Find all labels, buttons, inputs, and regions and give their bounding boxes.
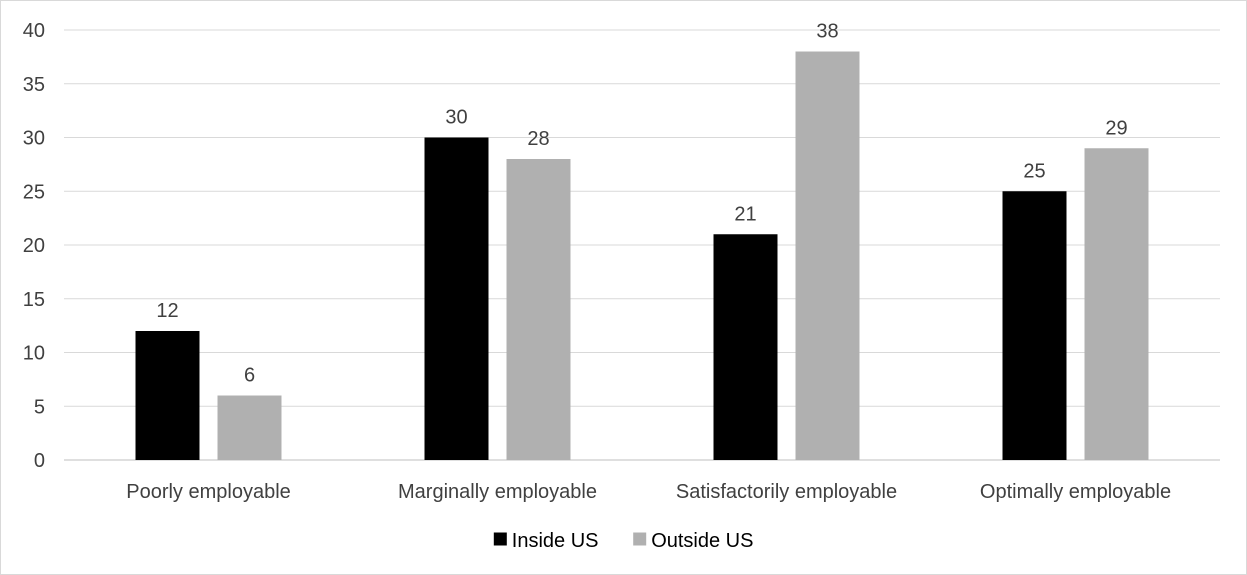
data-label: 25	[1023, 160, 1045, 182]
y-tick-label: 40	[23, 20, 45, 42]
y-tick-label: 20	[23, 235, 45, 257]
legend-label: Inside US	[512, 530, 599, 552]
y-tick-label: 30	[23, 128, 45, 150]
legend-swatch	[493, 532, 507, 546]
y-tick-label: 35	[23, 74, 45, 96]
data-label: 28	[527, 128, 549, 150]
data-label: 12	[156, 300, 178, 322]
x-tick-label: Optimally employable	[980, 481, 1171, 503]
bar-inside-us	[135, 331, 200, 460]
bar-outside-us	[217, 395, 282, 460]
legend-item-inside-us: Inside US	[493, 530, 599, 552]
data-label: 29	[1105, 117, 1127, 139]
y-axis-ticks: 0 5 10 15 20 25 30 35 40	[23, 20, 45, 472]
bar-inside-us	[424, 137, 489, 460]
legend-item-outside-us: Outside US	[633, 530, 753, 552]
x-tick-label: Poorly employable	[126, 481, 291, 503]
bar-inside-us	[1002, 191, 1067, 460]
bar-outside-us	[1084, 148, 1149, 460]
x-tick-label: Satisfactorily employable	[676, 481, 897, 503]
data-label: 30	[445, 107, 467, 129]
y-tick-label: 25	[23, 181, 45, 203]
bar-inside-us	[713, 234, 778, 460]
bars	[135, 51, 1149, 460]
bar-outside-us	[795, 51, 860, 460]
y-tick-label: 0	[34, 450, 45, 472]
legend-swatch	[633, 532, 647, 546]
x-axis-ticks: Poorly employable Marginally employable Sa…	[126, 481, 1171, 503]
legend: Inside US Outside US	[493, 530, 753, 552]
data-labels: 12 6 30 28 21 38 25 29	[156, 21, 1127, 387]
data-label: 38	[816, 21, 838, 43]
y-tick-label: 5	[34, 396, 45, 418]
y-tick-label: 15	[23, 289, 45, 311]
x-tick-label: Marginally employable	[398, 481, 597, 503]
data-label: 6	[244, 365, 255, 387]
legend-label: Outside US	[651, 530, 753, 552]
bar-outside-us	[506, 159, 571, 460]
data-label: 21	[734, 203, 756, 225]
y-tick-label: 10	[23, 343, 45, 365]
